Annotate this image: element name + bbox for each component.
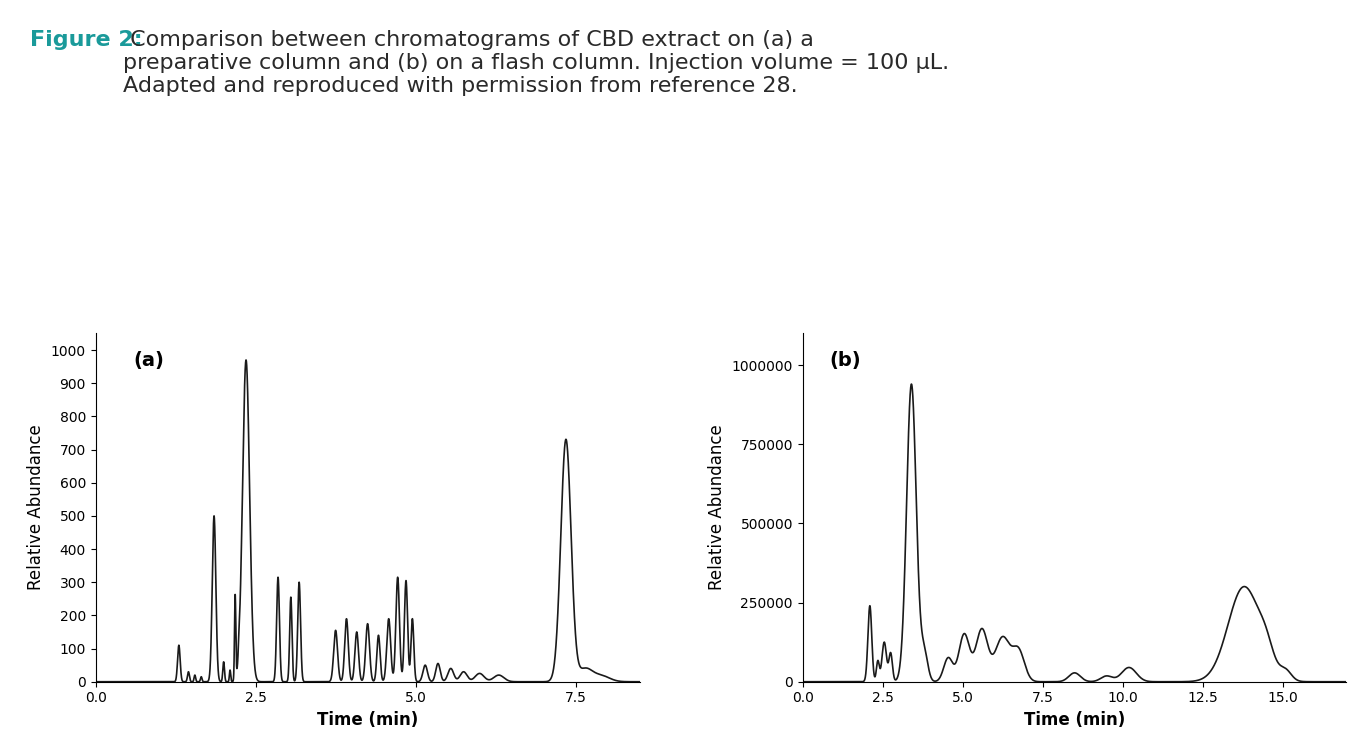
Y-axis label: Relative Abundance: Relative Abundance — [27, 425, 45, 591]
X-axis label: Time (min): Time (min) — [1024, 711, 1125, 729]
Y-axis label: Relative Abundance: Relative Abundance — [708, 425, 726, 591]
Text: Figure 2:: Figure 2: — [30, 30, 142, 50]
Text: (b): (b) — [830, 351, 861, 370]
Text: Comparison between chromatograms of CBD extract on (a) a
preparative column and : Comparison between chromatograms of CBD … — [123, 30, 949, 96]
Text: (a): (a) — [134, 351, 164, 370]
X-axis label: Time (min): Time (min) — [317, 711, 418, 729]
